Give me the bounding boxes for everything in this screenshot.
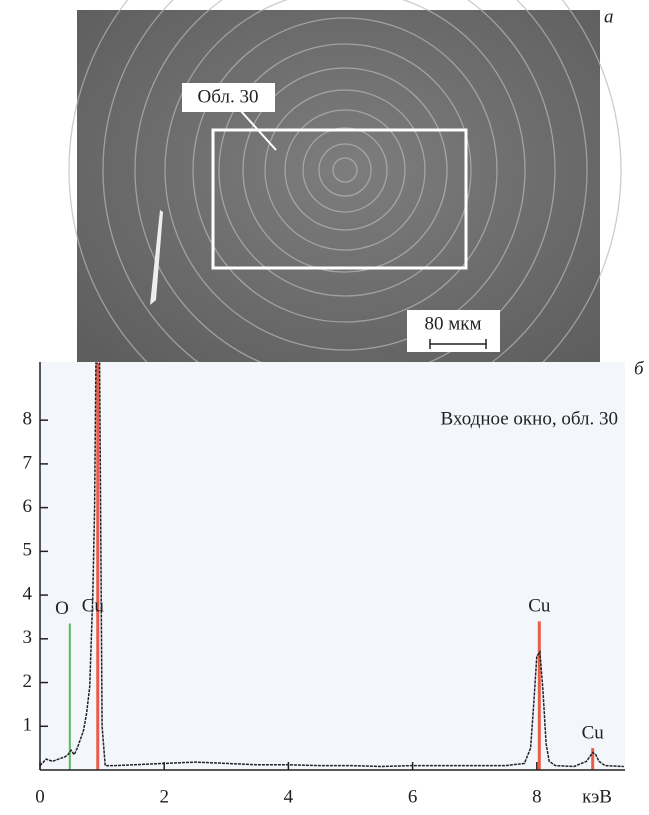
panel-label: б bbox=[634, 358, 645, 379]
region-label: Обл. 30 bbox=[198, 86, 259, 107]
y-tick-label: 5 bbox=[23, 540, 33, 561]
y-tick-label: 1 bbox=[23, 715, 33, 736]
scale-bar-label: 80 мкм bbox=[424, 313, 481, 334]
x-tick-label: 0 bbox=[35, 786, 45, 807]
plot-area bbox=[40, 362, 625, 770]
y-tick-label: 4 bbox=[23, 583, 33, 604]
sem-image: Обл. 30 80 мкм bbox=[68, 0, 622, 447]
y-tick-label: 8 bbox=[23, 409, 33, 430]
chart-title: Входное окно, обл. 30 bbox=[441, 408, 618, 429]
x-axis-label: кэВ bbox=[582, 786, 612, 807]
x-tick-label: 4 bbox=[284, 786, 294, 807]
y-tick-label: 3 bbox=[23, 627, 33, 648]
y-tick-label: 2 bbox=[23, 671, 33, 692]
element-label: O bbox=[55, 598, 69, 619]
spectrum-line bbox=[39, 362, 624, 768]
y-tick-label: 7 bbox=[23, 452, 33, 473]
element-label: Cu bbox=[528, 596, 551, 617]
panel-label: а bbox=[604, 6, 614, 27]
x-tick-label: 8 bbox=[532, 786, 542, 807]
x-tick-label: 2 bbox=[159, 786, 169, 807]
y-tick-label: 6 bbox=[23, 496, 33, 517]
x-tick-label: 6 bbox=[408, 786, 418, 807]
element-label: Cu bbox=[582, 722, 605, 743]
